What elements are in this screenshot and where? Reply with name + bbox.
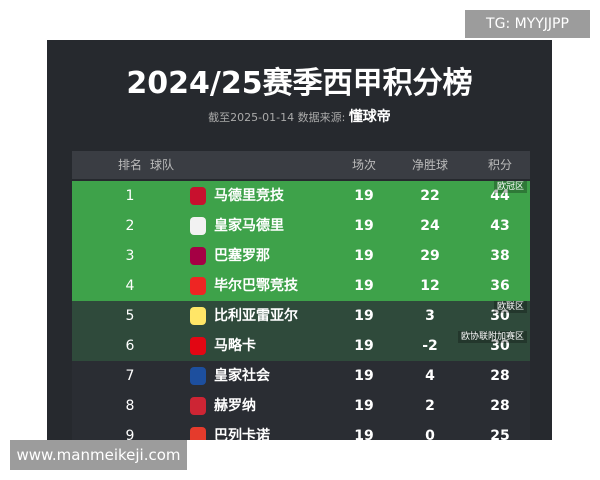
cell: 28 bbox=[490, 368, 510, 384]
watermark: www.manmeikeji.com bbox=[10, 440, 187, 470]
cell: 皇家马德里 bbox=[214, 218, 284, 234]
cell: 马略卡 bbox=[214, 338, 256, 354]
cell: 12 bbox=[420, 278, 440, 294]
cell: 8 bbox=[125, 398, 135, 414]
team-logo bbox=[190, 187, 206, 205]
cell: 29 bbox=[420, 248, 440, 264]
cell: 3 bbox=[125, 248, 135, 264]
cell: 赫罗纳 bbox=[214, 398, 256, 414]
cell: 19 bbox=[354, 368, 374, 384]
cell: 28 bbox=[490, 398, 510, 414]
team-logo bbox=[190, 337, 206, 355]
team-logo bbox=[190, 307, 206, 325]
team-logo bbox=[190, 397, 206, 415]
cell: 2 bbox=[125, 218, 135, 234]
cell: 马德里竞技 bbox=[214, 188, 284, 204]
cell: 36 bbox=[490, 278, 510, 294]
table-row: 1 马德里竞技 19 22 44 bbox=[72, 181, 530, 212]
cell: 30 bbox=[490, 338, 510, 354]
cell: 4 bbox=[125, 278, 135, 294]
cell: 19 bbox=[354, 428, 374, 440]
team-logo bbox=[190, 427, 206, 440]
table-row: 2 皇家马德里 19 24 43 bbox=[72, 211, 530, 242]
zone-label: 欧联区 bbox=[493, 301, 527, 313]
table-row: 3 巴塞罗那 19 29 38 bbox=[72, 241, 530, 272]
cell: 7 bbox=[125, 368, 135, 384]
zone-label: 欧协联附加赛区 bbox=[457, 331, 527, 343]
cell: 3 bbox=[425, 308, 435, 324]
table-row: 4 毕尔巴鄂竞技 19 12 36 bbox=[72, 271, 530, 302]
title: 2024/25赛季西甲积分榜 bbox=[126, 66, 473, 101]
table-row: 8 赫罗纳 19 2 28 bbox=[72, 391, 530, 422]
cell: 1 bbox=[125, 188, 135, 204]
source: 懂球帝 bbox=[348, 109, 391, 125]
cell: 9 bbox=[125, 428, 135, 440]
subtitle: 截至2025-01-14 数据来源: bbox=[208, 111, 346, 124]
column-header: 场次 bbox=[351, 158, 377, 172]
table-row: 7 皇家社会 19 4 28 bbox=[72, 361, 530, 392]
team-logo bbox=[190, 217, 206, 235]
watermark: TG: MYYJJPP bbox=[465, 10, 590, 38]
standings-panel: 2024/25赛季西甲积分榜 截至2025-01-14 数据来源: 懂球帝 排名… bbox=[47, 40, 552, 440]
team-logo bbox=[190, 367, 206, 385]
table-row: 9 巴列卡诺 19 0 25 bbox=[72, 421, 530, 440]
cell: 25 bbox=[490, 428, 510, 440]
subtitle-line: 截至2025-01-14 数据来源: 懂球帝 bbox=[47, 106, 552, 126]
column-header: 净胜球 bbox=[411, 158, 449, 172]
cell: 30 bbox=[490, 308, 510, 324]
cell: 19 bbox=[354, 338, 374, 354]
table-row: 6 马略卡 19 -2 30 bbox=[72, 331, 530, 362]
zone-label: 欧冠区 bbox=[493, 181, 527, 193]
cell: 比利亚雷亚尔 bbox=[214, 308, 298, 324]
cell: 19 bbox=[354, 188, 374, 204]
cell: 0 bbox=[425, 428, 435, 440]
column-header: 排名 bbox=[117, 158, 143, 172]
cell: 19 bbox=[354, 398, 374, 414]
cell: 43 bbox=[490, 218, 510, 234]
cell: 19 bbox=[354, 278, 374, 294]
cell: 38 bbox=[490, 248, 510, 264]
cell: 4 bbox=[425, 368, 435, 384]
cell: 22 bbox=[420, 188, 440, 204]
team-logo bbox=[190, 247, 206, 265]
cell: 巴塞罗那 bbox=[214, 248, 270, 264]
cell: 巴列卡诺 bbox=[214, 428, 270, 440]
cell: 2 bbox=[425, 398, 435, 414]
cell: 19 bbox=[354, 308, 374, 324]
column-header: 积分 bbox=[487, 158, 513, 172]
team-logo bbox=[190, 277, 206, 295]
cell: 44 bbox=[490, 188, 510, 204]
table: 排名 球队 场次 净胜球 积分 1 马德里竞技 19 22 44 2 皇家马德里 19 24 43 3 巴塞罗那… bbox=[47, 151, 552, 440]
cell: 24 bbox=[420, 218, 440, 234]
cell: 皇家社会 bbox=[214, 368, 270, 384]
cell: 19 bbox=[354, 248, 374, 264]
cell: 毕尔巴鄂竞技 bbox=[214, 278, 298, 294]
header-row: 排名 球队 场次 净胜球 积分 bbox=[72, 151, 530, 179]
cell: 19 bbox=[354, 218, 374, 234]
cell: -2 bbox=[422, 338, 438, 354]
cell: 5 bbox=[125, 308, 135, 324]
table-row: 5 比利亚雷亚尔 19 3 30 bbox=[72, 301, 530, 332]
cell: 6 bbox=[125, 338, 135, 354]
column-header: 球队 bbox=[150, 158, 175, 172]
